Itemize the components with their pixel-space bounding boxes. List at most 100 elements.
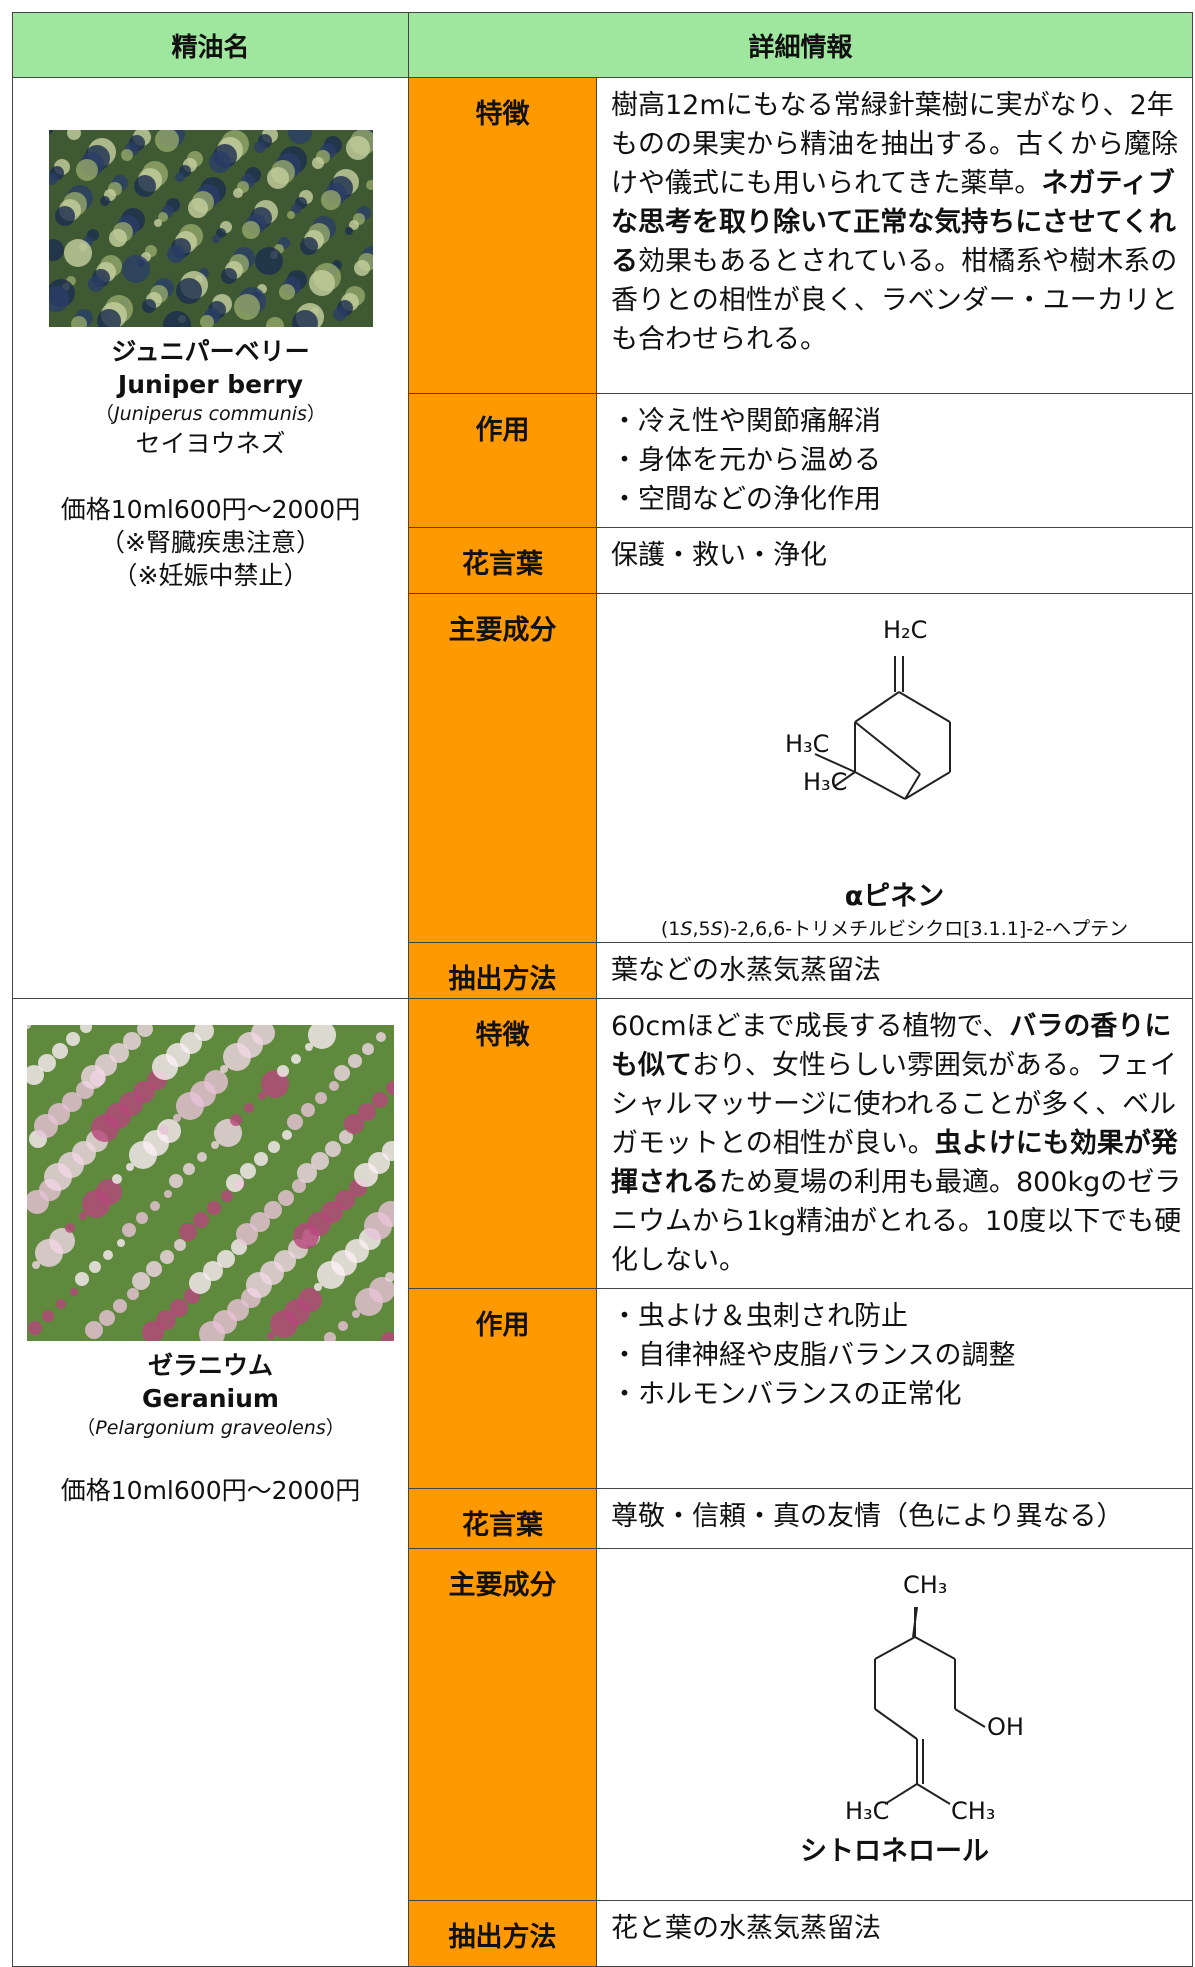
- photo-detail: [353, 260, 370, 276]
- photo-detail: [232, 188, 243, 198]
- photo-detail: [277, 1065, 289, 1077]
- photo-detail: [266, 167, 289, 189]
- photo-detail: [65, 1223, 75, 1233]
- photo-detail: [103, 1250, 113, 1260]
- photo-detail: [372, 1092, 388, 1108]
- photo-detail: [28, 1321, 42, 1335]
- bond: [903, 773, 921, 800]
- photo-detail: [162, 311, 191, 327]
- photo-detail: [233, 294, 260, 320]
- detail-text: 花と葉の水蒸気蒸留法: [611, 1913, 881, 1944]
- photo-detail: [299, 237, 318, 255]
- photo-detail: [381, 1332, 394, 1341]
- photo-detail: [270, 1310, 298, 1338]
- text-segment: Juniperus communis: [114, 403, 307, 425]
- photo-detail: [27, 1065, 44, 1085]
- photo-detail: [132, 1272, 150, 1290]
- structure: [814, 656, 951, 800]
- compound: CH₃ OH H₃C CH₃ シトロネロール: [597, 1549, 1192, 1871]
- photo-detail: [176, 1092, 204, 1120]
- photo-detail: [117, 1239, 125, 1247]
- photo-detail: [332, 307, 347, 321]
- photo-detail: [82, 1190, 110, 1218]
- photo-detail: [122, 1223, 136, 1237]
- photo-detail: [35, 1239, 63, 1267]
- detail-label: 主要成分: [408, 1548, 597, 1901]
- bond: [915, 1783, 951, 1805]
- detail-row: ゼラニウム Geranium （Pelargonium graveolens） 価格1…: [12, 998, 1194, 1967]
- photo-detail: [314, 1283, 322, 1291]
- text-segment: Pelargonium graveolens: [95, 1417, 326, 1439]
- photo-detail: [174, 1239, 186, 1251]
- photo-detail: [215, 228, 226, 238]
- oil-photo: [27, 1025, 394, 1341]
- photo-detail: [108, 229, 127, 247]
- photo-detail: [63, 239, 92, 267]
- detail-row: 作用 ・冷え性や関節痛解消 ・身体を元から温める ・空間などの浄化作用: [13, 393, 1194, 528]
- oil-cell: ゼラニウム Geranium （Pelargonium graveolens） 価格1…: [12, 998, 409, 1967]
- photo-detail: [348, 1054, 362, 1068]
- photo-detail: [324, 1332, 336, 1341]
- atom-label: CH₃: [903, 1571, 948, 1599]
- photo-detail: [32, 1261, 40, 1269]
- photo-detail: [66, 130, 81, 140]
- note: （※腎臓疾患注意）: [100, 528, 321, 557]
- photo-detail: [54, 206, 75, 226]
- compound-name: αピネン: [844, 881, 945, 912]
- photo-detail: [297, 1163, 317, 1183]
- photo-detail: [174, 172, 185, 182]
- photo-detail: [325, 1141, 341, 1157]
- text-segment: 効果もあるとされている。柑橘系や樹木系の香りとの相性が良く、ラベンダー・ユーカリ…: [611, 246, 1178, 355]
- detail-value: 60cmほどまで成長する植物で、バラの香りにも似ており、女性らしい雰囲気がある。…: [595, 998, 1194, 1289]
- text-segment: ネガティブな思考を取り除いて正常な気持ちにさせてくれる: [611, 168, 1176, 277]
- detail-row: 抽出方法 葉などの水蒸気蒸留法: [13, 942, 1194, 999]
- photo-detail: [211, 1141, 219, 1149]
- photo-detail: [99, 1310, 115, 1326]
- photo-detail: [246, 1272, 272, 1298]
- photo-detail: [308, 1025, 336, 1049]
- photo-detail: [220, 1065, 228, 1073]
- atom-label: H₃C: [785, 730, 830, 758]
- scientific-name: （Juniperus communis）: [13, 401, 408, 427]
- effect-item: ・自律神経や皮脂バランスの調整: [611, 1340, 1016, 1371]
- bond: [874, 1636, 915, 1660]
- atom-label: H₃C: [845, 1797, 890, 1825]
- bond: [854, 771, 905, 800]
- text-segment: S: [680, 918, 693, 940]
- text-segment: （: [95, 403, 115, 425]
- text-segment: (1: [660, 918, 681, 940]
- detail-row: 花言葉 保護・救い・浄化: [13, 527, 1194, 594]
- photo-detail: [87, 276, 104, 292]
- photo-detail: [193, 1212, 209, 1228]
- photo-detail: [278, 284, 295, 300]
- detail-label: 花言葉: [408, 1488, 597, 1549]
- bond: [911, 1606, 918, 1638]
- photo-detail: [348, 220, 359, 230]
- text-segment: バラの香りにも似て: [611, 1011, 1172, 1081]
- photo-detail: [150, 1201, 160, 1211]
- photo-detail: [230, 1114, 242, 1126]
- atom-label: H₃C: [803, 768, 848, 796]
- photo-detail: [27, 1190, 49, 1214]
- bond: [833, 771, 856, 787]
- photo-detail: [129, 1141, 157, 1169]
- photo-detail: [344, 227, 353, 235]
- photo-detail: [153, 219, 162, 227]
- photo-detail: [166, 245, 185, 263]
- iupac-name: (1S,5S)-2,6,6-トリメチルビシクロ[3.1.1]-2-ヘプテン: [597, 916, 1192, 942]
- detail-text: 葉などの水蒸気蒸留法: [611, 955, 881, 986]
- photo-detail: [56, 1299, 66, 1309]
- detail-value: H₂C H₃C H₃C αピネン (1S,5S)-2,6,6-トリメチルビシクロ[3.1…: [595, 593, 1194, 943]
- photo-detail: [80, 1025, 92, 1033]
- bond: [853, 691, 900, 723]
- photo-detail: [258, 1092, 266, 1100]
- photo-detail: [79, 1212, 87, 1220]
- photo-detail: [42, 1310, 54, 1322]
- effect-item: ・冷え性や関節痛解消: [611, 406, 881, 437]
- photo-detail: [305, 1043, 313, 1051]
- detail-label: 作用: [408, 393, 597, 528]
- header-row: 精油名 詳細情報: [12, 12, 1194, 78]
- photo-detail: [344, 1114, 364, 1134]
- photo-detail: [142, 1321, 164, 1341]
- photo-detail: [127, 1288, 139, 1300]
